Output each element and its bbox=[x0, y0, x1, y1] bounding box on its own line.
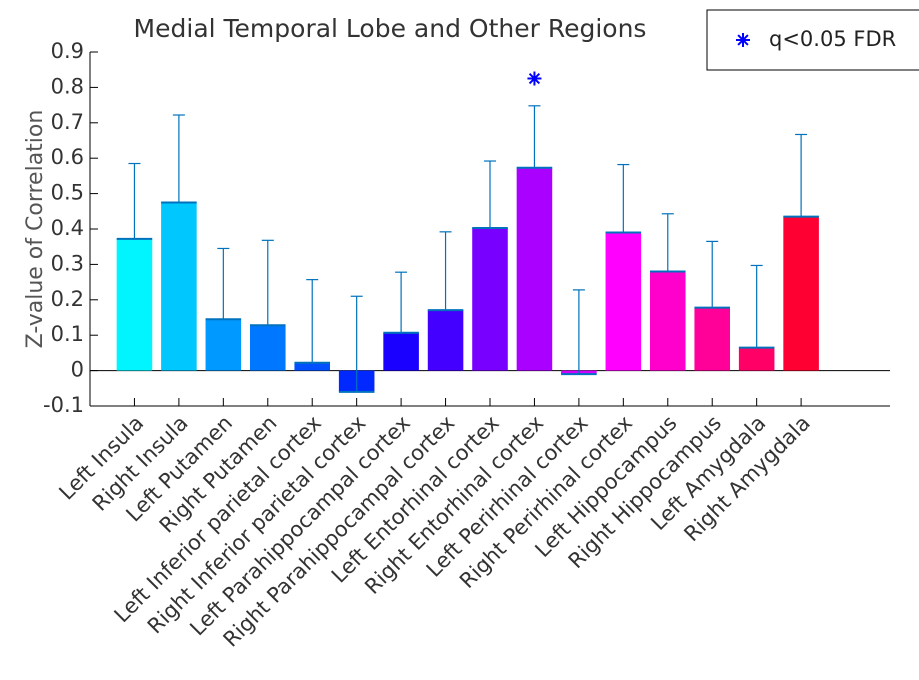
error-bar bbox=[116, 162, 153, 240]
error-bar bbox=[472, 160, 508, 229]
bar bbox=[650, 271, 686, 371]
error-bar bbox=[516, 105, 553, 169]
bar bbox=[161, 202, 197, 371]
y-tick-label: 0.6 bbox=[51, 145, 84, 169]
marker bbox=[527, 71, 542, 86]
bar bbox=[250, 325, 286, 371]
error-bar bbox=[383, 271, 419, 334]
y-tick-label: 0.3 bbox=[51, 251, 84, 275]
error-bar bbox=[427, 231, 464, 312]
bar bbox=[516, 167, 553, 371]
y-tick-label: 0.4 bbox=[51, 216, 84, 240]
error-bar bbox=[250, 239, 286, 327]
error-bar bbox=[650, 213, 686, 273]
error-bar bbox=[783, 133, 819, 218]
error-bar bbox=[694, 240, 730, 309]
error-bar bbox=[161, 114, 197, 204]
error-bar bbox=[205, 247, 242, 321]
marker bbox=[736, 33, 750, 47]
y-tick-label: 0.2 bbox=[51, 287, 84, 311]
error-bar bbox=[294, 279, 330, 364]
bar bbox=[116, 238, 153, 371]
bar bbox=[427, 310, 464, 371]
error-bar bbox=[338, 295, 375, 393]
error-bar bbox=[738, 264, 775, 349]
y-tick-label: 0.8 bbox=[51, 74, 84, 98]
y-tick-label: 0.9 bbox=[51, 39, 84, 63]
bar bbox=[472, 227, 508, 371]
y-axis-label: Z-value of Correlation bbox=[23, 110, 48, 349]
bar bbox=[205, 319, 242, 371]
bar bbox=[294, 362, 330, 371]
bar bbox=[783, 216, 819, 371]
y-tick-label: -0.1 bbox=[43, 393, 84, 417]
chart-title: Medial Temporal Lobe and Other Regions bbox=[134, 14, 647, 43]
y-tick-label: 0.7 bbox=[51, 110, 84, 134]
bar bbox=[738, 347, 775, 371]
error-bar bbox=[561, 289, 597, 376]
y-tick-label: 0.1 bbox=[51, 322, 84, 346]
y-tick-label: 0 bbox=[71, 358, 84, 382]
error-bar bbox=[605, 163, 642, 234]
legend-label: q<0.05 FDR bbox=[769, 27, 896, 51]
bar bbox=[605, 232, 642, 371]
bar bbox=[383, 332, 419, 371]
bar bbox=[694, 307, 730, 371]
y-tick-label: 0.5 bbox=[51, 181, 84, 205]
